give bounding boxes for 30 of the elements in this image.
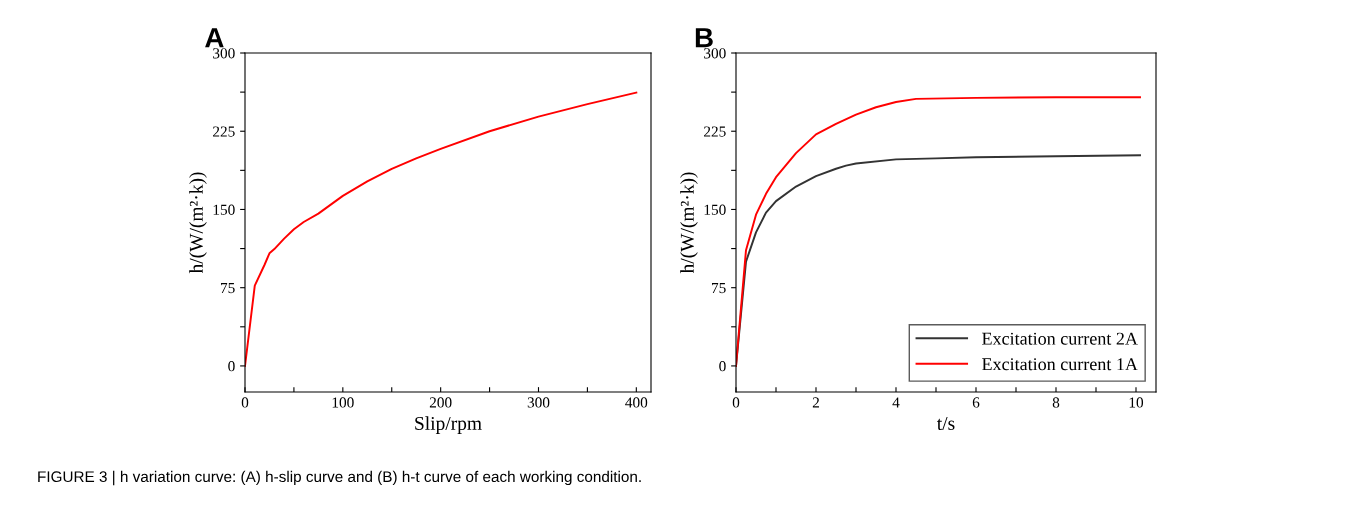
x-tick-label: 0 (732, 397, 740, 408)
y-tick-label: 150 (704, 204, 726, 215)
x-tick-label: 8 (1052, 397, 1060, 408)
x-tick-label: 0 (241, 397, 249, 408)
y-tick-label: 0 (228, 361, 235, 372)
caption: FIGURE 3 | h variation curve: (A) h-slip curve and (B) h-t curve of each working condition. (38, 470, 641, 486)
x-tick-label: 6 (972, 397, 980, 408)
y-axis-title: h/(W/(m²·k)) (680, 172, 698, 274)
y-tick-label: 300 (213, 48, 235, 59)
x-tick-label: 2 (812, 397, 819, 408)
chart-title: B (695, 28, 713, 48)
y-tick-label: 225 (704, 126, 726, 137)
legend-label: Excitation current 1A (982, 358, 1138, 371)
y-tick-label: 150 (213, 204, 235, 215)
x-tick-label: 4 (892, 397, 900, 408)
x-tick-label: 300 (527, 397, 550, 408)
y-axis-title: h/(W/(m²·k)) (189, 172, 207, 274)
x-tick-label: 200 (429, 397, 452, 408)
y-tick-label: 0 (719, 361, 726, 372)
y-tick-label: 300 (704, 48, 726, 59)
x-axis-title: t/s (937, 416, 955, 430)
x-axis-title: Slip/rpm (415, 416, 482, 434)
chart-title: A (205, 28, 224, 48)
y-tick-label: 75 (221, 282, 235, 294)
x-tick-label: 400 (625, 397, 648, 408)
x-tick-label: 10 (1129, 397, 1144, 408)
y-tick-label: 225 (213, 126, 235, 137)
y-tick-label: 75 (712, 282, 726, 294)
legend-label: Excitation current 2A (982, 332, 1138, 345)
x-tick-label: 100 (332, 397, 354, 408)
